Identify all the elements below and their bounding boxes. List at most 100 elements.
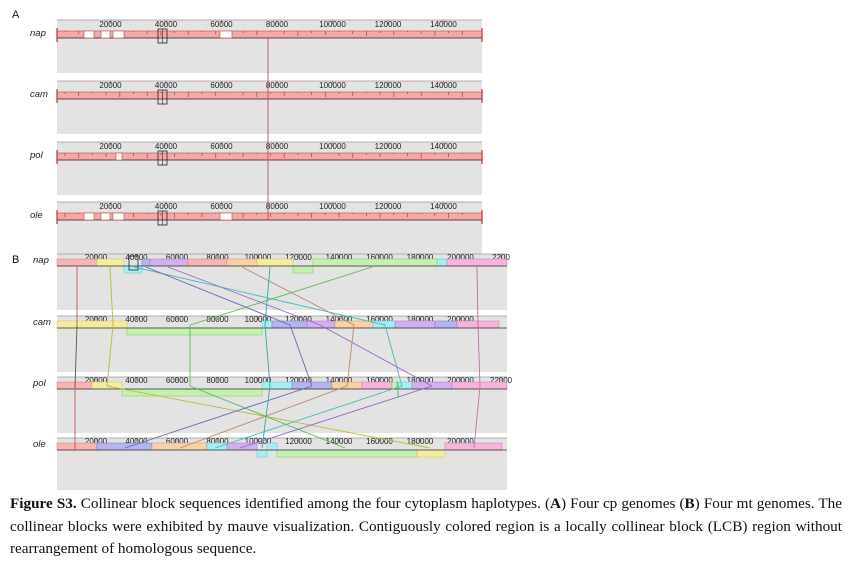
tick-label: 80000 xyxy=(266,20,289,29)
cp-track-cam: 20000 40000 60000 80000 100000 120000 140000 ca… xyxy=(30,80,483,134)
genome-label: nap xyxy=(30,28,46,39)
tick-label: 120000 xyxy=(285,437,312,446)
lcb-block xyxy=(123,265,143,274)
lcb-block xyxy=(292,265,314,274)
tick-label: 40000 xyxy=(125,437,148,446)
tick-label: 100000 xyxy=(245,253,272,262)
tick-label: 100000 xyxy=(245,315,272,324)
caption-text-3: ) Four mt genomes. The collinear blocks … xyxy=(10,495,842,557)
collinear-block-figure: A 20000 40000 60000 80000 100000 120000 140000 n… xyxy=(12,9,513,490)
lcb-block xyxy=(149,258,189,267)
tick-label: 40000 xyxy=(155,81,178,90)
tick-label: 120000 xyxy=(375,20,402,29)
lcb-connector xyxy=(239,385,433,449)
lcb-connector xyxy=(264,324,271,387)
genome-label: ole xyxy=(33,439,46,450)
lcb-connector xyxy=(133,266,386,326)
lcb-block xyxy=(56,91,483,100)
cp-track-ole: 20000 40000 60000 80000 100000 120000 140000 ol… xyxy=(30,201,483,255)
cp-track-pol: 20000 40000 60000 80000 100000 120000 140000 po… xyxy=(29,141,483,195)
tick-label: 180000 xyxy=(407,315,434,324)
caption-ref-a: A xyxy=(550,495,561,512)
panel-b-mt-genomes: B 20000 40000 60000 80000 100000 120000 140000 1… xyxy=(12,253,513,490)
tick-label: 200000 xyxy=(447,437,474,446)
tick-label: 60000 xyxy=(210,20,233,29)
tick-label: 60000 xyxy=(166,437,189,446)
caption-label: Figure S3. xyxy=(10,495,77,512)
track-background xyxy=(57,20,482,73)
lcb-block xyxy=(187,258,228,267)
lcb-connector xyxy=(179,385,348,449)
tick-label: 120000 xyxy=(375,202,402,211)
tick-label: 80000 xyxy=(206,437,229,446)
tick-label: 80000 xyxy=(266,142,289,151)
lcb-block xyxy=(444,442,503,451)
tick-label: 80000 xyxy=(266,81,289,90)
lcb-block xyxy=(96,442,153,451)
lcb-connector xyxy=(473,385,481,449)
lcb-connector xyxy=(189,266,373,326)
tick-label: 120000 xyxy=(285,253,312,262)
tick-label: 200000 xyxy=(447,376,474,385)
panel-a-cp-genomes: A 20000 40000 60000 80000 100000 120000 140000 n… xyxy=(12,9,483,255)
lcb-block xyxy=(256,449,268,458)
lcb-connector xyxy=(109,266,114,326)
tick-label: 120000 xyxy=(375,142,402,151)
cp-track-nap: 20000 40000 60000 80000 100000 120000 140000 na… xyxy=(30,19,483,73)
lcb-block xyxy=(206,442,228,451)
lcb-connector xyxy=(476,266,479,326)
tick-label: 100000 xyxy=(319,81,346,90)
mt-track-ole: 20000 40000 60000 80000 100000 120000 140000 16… xyxy=(33,437,507,490)
tick-label: 140000 xyxy=(430,81,457,90)
tick-label: 60000 xyxy=(210,81,233,90)
lcb-connector xyxy=(477,324,481,387)
tick-label: 140000 xyxy=(326,437,353,446)
lcb-block xyxy=(261,320,273,329)
lcb-connector xyxy=(74,324,78,389)
tick-label: 140000 xyxy=(430,142,457,151)
lcb-block xyxy=(151,442,208,451)
tick-label: 180000 xyxy=(407,437,434,446)
mt-track-nap: 20000 40000 60000 80000 100000 120000 140000 16… xyxy=(33,253,510,310)
tick-label: 180000 xyxy=(407,376,434,385)
alignment-gap xyxy=(115,152,123,161)
lcb-block xyxy=(226,258,258,267)
tick-label: 80000 xyxy=(206,376,229,385)
tick-label: 120000 xyxy=(375,81,402,90)
tick-label: 140000 xyxy=(326,376,353,385)
lcb-block xyxy=(126,327,263,336)
mt-track-cam: 20000 40000 60000 80000 100000 120000 140000 16… xyxy=(33,315,507,372)
lcb-connector xyxy=(167,266,321,326)
lcb-block xyxy=(56,381,93,390)
lcb-block xyxy=(141,258,151,267)
tick-label: 100000 xyxy=(319,142,346,151)
lcb-connector xyxy=(319,324,433,387)
lcb-connector xyxy=(241,266,355,326)
lcb-connector xyxy=(289,324,313,387)
tick-label: 40000 xyxy=(155,142,178,151)
tick-label: 20000 xyxy=(85,315,108,324)
panel-letter-b: B xyxy=(12,254,19,266)
lcb-connector xyxy=(214,385,403,449)
tick-label: 40000 xyxy=(125,376,148,385)
tick-label: 60000 xyxy=(166,376,189,385)
tick-label: 200000 xyxy=(447,253,474,262)
alignment-gap xyxy=(219,212,233,221)
tick-label: 140000 xyxy=(326,253,353,262)
alignment-gap xyxy=(83,30,95,39)
tick-label: 140000 xyxy=(430,20,457,29)
lcb-block xyxy=(256,258,294,267)
alignment-gap xyxy=(100,30,111,39)
tick-label: 60000 xyxy=(166,315,189,324)
tick-label: 80000 xyxy=(206,315,229,324)
tick-label: 60000 xyxy=(210,202,233,211)
tick-label: 22000 xyxy=(490,376,513,385)
tick-label: 160000 xyxy=(366,315,393,324)
tick-label: 2200 xyxy=(492,253,510,262)
track-background xyxy=(57,202,482,255)
alignment-gap xyxy=(219,30,233,39)
lcb-connector xyxy=(384,324,403,387)
tick-label: 160000 xyxy=(366,376,393,385)
alignment-gap xyxy=(112,30,125,39)
caption-text-2: ) Four cp genomes ( xyxy=(560,495,685,512)
